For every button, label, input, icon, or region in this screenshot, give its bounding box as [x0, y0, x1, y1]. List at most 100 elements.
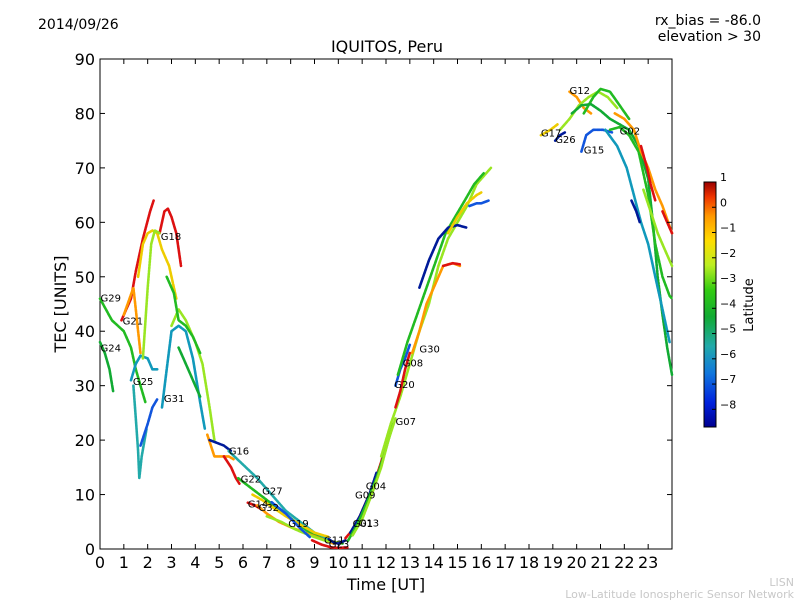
prn-label-g32: G32 — [259, 503, 279, 514]
series-g26 — [553, 131, 567, 142]
x-tick-label: 14 — [423, 553, 443, 572]
colorbar-tick-label: −5 — [720, 323, 736, 336]
y-tick-label: 0 — [85, 540, 95, 559]
chart-title: IQUITOS, Peru — [331, 37, 443, 56]
prn-label-g13: G13 — [359, 519, 379, 530]
series-g19b — [270, 500, 311, 539]
colorbar-tick-label: −7 — [720, 373, 736, 386]
x-tick-label: 23 — [638, 553, 658, 572]
x-tick-label: 11 — [352, 553, 372, 572]
series-g30b — [418, 223, 469, 289]
footer-org-long: Low-Latitude Ionospheric Sensor Network — [565, 588, 794, 601]
colorbar-tick-label: −2 — [720, 247, 736, 260]
y-axis-ticks: 0 10 20 30 40 50 60 70 80 90 — [75, 50, 672, 559]
x-tick-label: 6 — [238, 553, 248, 572]
series-layer — [98, 87, 674, 550]
colorbar-label: Latitude — [742, 278, 757, 332]
prn-label-g19: G19 — [288, 519, 308, 530]
prn-label-g14: G14 — [248, 500, 268, 511]
series-g08 — [396, 172, 485, 377]
colorbar — [703, 181, 717, 428]
y-axis-label: TEC [UNITS] — [51, 256, 70, 354]
prn-label-g24: G24 — [101, 343, 121, 354]
series-g31 — [139, 398, 159, 447]
prn-label-g15: G15 — [584, 146, 604, 157]
prn-label-g29: G29 — [101, 293, 121, 304]
y-tick-label: 50 — [75, 268, 95, 287]
colorbar-tick-label: −6 — [720, 348, 736, 361]
series-g16 — [206, 433, 235, 461]
prn-label-g07: G07 — [396, 417, 416, 428]
series-g02 — [608, 125, 674, 300]
series-g24 — [98, 340, 115, 393]
x-tick-label: 16 — [471, 553, 491, 572]
x-tick-label: 13 — [400, 553, 420, 572]
colorbar-ticks: 1 0 −1 −2 −3 −4 −5 −6 −7 −8 — [712, 171, 736, 411]
prn-label-g30: G30 — [419, 345, 439, 356]
x-tick-label: 0 — [95, 553, 105, 572]
series-g19 — [265, 515, 340, 544]
colorbar-tick-label: −8 — [720, 398, 736, 411]
series-g15b — [604, 128, 671, 344]
x-axis-ticks: 0 1 2 3 4 5 6 7 8 9 10 11 12 13 14 15 16 17 18 19 20 21 22 23 — [95, 59, 658, 572]
prn-label-g25: G25 — [133, 377, 153, 388]
prn-label-g18: G18 — [161, 232, 181, 243]
prn-label-g27: G27 — [262, 487, 282, 498]
prn-label-g17: G17 — [541, 128, 561, 139]
prn-label-g09: G09 — [355, 490, 375, 501]
prn-label-g23: G23 — [329, 539, 349, 550]
series-g16c — [222, 455, 241, 485]
series-g03 — [379, 166, 493, 458]
x-tick-label: 19 — [543, 553, 563, 572]
footer-org-short: LISN — [769, 576, 794, 589]
prn-labels: G29G24G21G25G18G31G16G22G27G14G32G19G11G… — [101, 86, 641, 551]
y-tick-label: 30 — [75, 377, 95, 396]
prn-label-g16: G16 — [229, 446, 249, 457]
series-g15c — [630, 199, 642, 224]
series-g29 — [98, 297, 147, 404]
prn-label-g22: G22 — [241, 475, 261, 486]
series-g07 — [394, 351, 412, 409]
colorbar-tick-label: 1 — [720, 171, 727, 184]
series-g30c — [446, 191, 483, 235]
prn-label-g02: G02 — [620, 127, 640, 138]
series-g18c — [141, 229, 161, 360]
date-label: 2014/09/26 — [38, 17, 119, 33]
colorbar-tick-label: −3 — [720, 272, 736, 285]
x-tick-label: 2 — [143, 553, 153, 572]
series-g32b — [251, 493, 331, 539]
x-tick-label: 12 — [376, 553, 396, 572]
x-tick-label: 10 — [328, 553, 348, 572]
prn-label-g20: G20 — [394, 380, 414, 391]
series-g30e — [441, 261, 462, 268]
y-tick-label: 80 — [75, 104, 95, 123]
x-axis-label: Time [UT] — [346, 575, 425, 594]
x-tick-label: 1 — [119, 553, 129, 572]
x-tick-label: 5 — [214, 553, 224, 572]
series-g11 — [310, 539, 350, 550]
x-tick-label: 4 — [190, 553, 200, 572]
series-g31d — [165, 275, 202, 355]
series-g18b — [158, 207, 183, 268]
prn-label-g11: G11 — [324, 536, 344, 547]
y-tick-label: 40 — [75, 322, 95, 341]
series-g23 — [327, 537, 347, 545]
y-tick-label: 70 — [75, 159, 95, 178]
plot-frame — [99, 58, 673, 550]
colorbar-tick-label: −1 — [720, 222, 736, 235]
prn-label-g12: G12 — [570, 86, 590, 97]
x-tick-label: 21 — [590, 553, 610, 572]
series-g12b — [558, 90, 619, 132]
prn-label-g08: G08 — [403, 359, 423, 370]
y-tick-label: 20 — [75, 431, 95, 450]
colorbar-tick-label: 0 — [720, 196, 727, 209]
series-g17 — [539, 123, 559, 137]
series-g30d — [468, 199, 490, 208]
series-g12c — [582, 87, 631, 121]
series-g31e — [177, 346, 202, 398]
x-tick-label: 9 — [309, 553, 319, 572]
x-tick-label: 20 — [566, 553, 586, 572]
prn-label-g01: G01 — [353, 519, 373, 530]
series-g25b — [132, 384, 148, 480]
